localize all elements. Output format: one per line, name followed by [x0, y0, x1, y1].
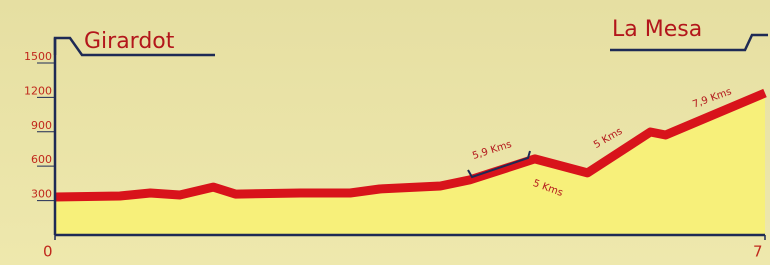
start-label: Girardot [84, 29, 175, 54]
y-tick-label: 1500 [24, 50, 52, 63]
y-tick-label: 600 [31, 153, 52, 166]
page: {"chart_data": {"type": "area", "start_l… [0, 0, 770, 265]
chart: 3006009001200150007 Girardot La Mesa 5,9… [0, 0, 770, 265]
end-label: La Mesa [612, 17, 702, 42]
x-tick-label: 0 [43, 243, 53, 261]
y-tick-label: 300 [31, 188, 52, 201]
y-tick-label: 1200 [24, 84, 52, 97]
y-tick-label: 900 [31, 119, 52, 132]
x-tick-label: 7 [753, 243, 763, 261]
